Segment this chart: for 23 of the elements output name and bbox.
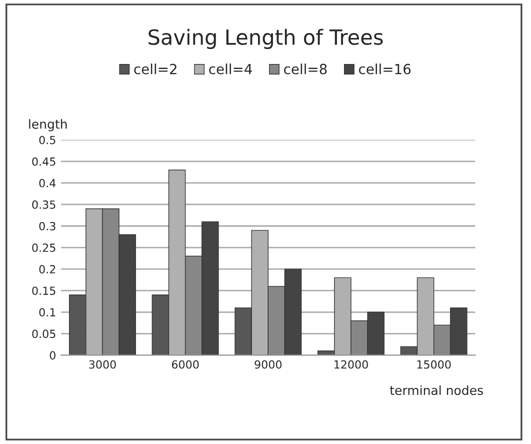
y-tick-label: 0.25: [32, 244, 56, 252]
y-tick-label: 0: [50, 351, 56, 360]
y-axis-title: length: [29, 119, 67, 132]
chart-title: Saving Length of Trees: [148, 28, 383, 50]
y-tick-label: 0.45: [32, 157, 56, 166]
x-tick-label: 12000: [334, 360, 368, 369]
x-tick-label: 9000: [254, 360, 282, 369]
x-tick-label: 15000: [417, 360, 451, 369]
legend-label: cell=2: [134, 64, 176, 74]
legend-label: cell=16: [359, 64, 411, 74]
legend-label: cell=4: [209, 64, 252, 74]
y-tick-label: 0.05: [32, 330, 56, 338]
y-tick-label: 0.1: [39, 308, 56, 317]
y-tick-label: 0.2: [39, 265, 56, 274]
y-tick-label: 0.15: [32, 286, 56, 295]
x-tick-label: 3000: [89, 360, 116, 369]
x-axis-title: terminal nodes: [390, 385, 483, 396]
x-tick-label: 6000: [172, 360, 199, 369]
legend-label: cell=8: [284, 64, 327, 74]
y-tick-label: 0.5: [39, 136, 56, 144]
y-tick-label: 0.3: [39, 222, 56, 230]
y-tick-label: 0.4: [39, 178, 56, 188]
y-tick-label: 0.35: [32, 200, 56, 209]
